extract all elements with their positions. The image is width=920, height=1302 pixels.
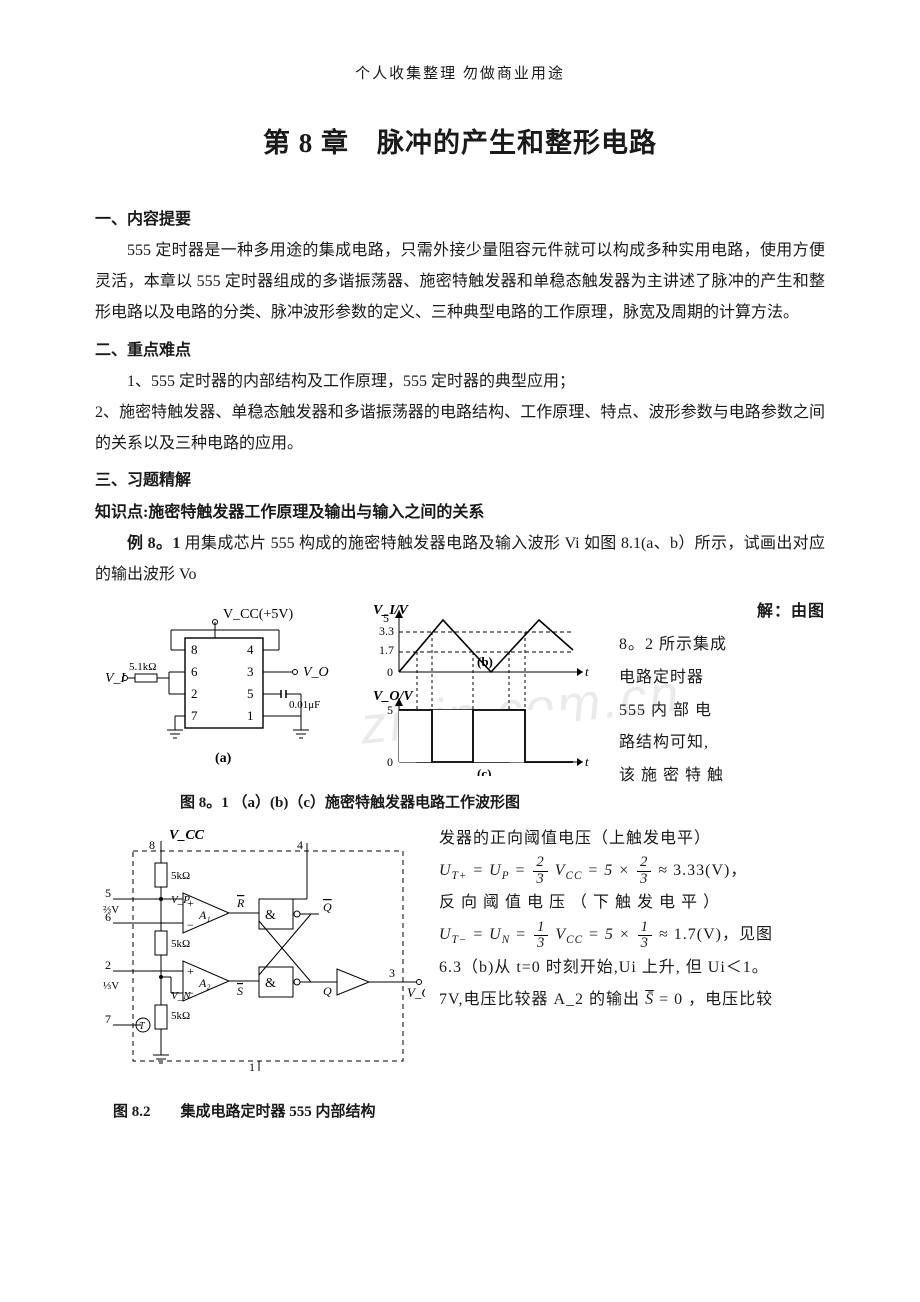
knowledge-point: 知识点:施密特触发器工作原理及输出与输入之间的关系: [95, 497, 825, 528]
svg-text:&: &: [265, 908, 276, 923]
example-8-1: 例 8。1 用集成芯片 555 构成的施密特触发器电路及输入波形 Vi 如图 8…: [95, 528, 825, 590]
svg-text:6: 6: [191, 664, 198, 679]
svg-text:5: 5: [387, 703, 393, 717]
svg-text:t: t: [585, 754, 589, 769]
svg-text:1.7: 1.7: [379, 643, 394, 657]
svg-text:7: 7: [105, 1012, 111, 1026]
svg-text:3.3: 3.3: [379, 624, 394, 638]
svg-text:V_I: V_I: [105, 671, 127, 686]
figure-8-2-row: V_CC 8 4 5kΩ 5kΩ 5kΩ: [95, 823, 825, 1131]
svg-text:V_P: V_P: [171, 894, 190, 906]
svg-text:⅔V: ⅔V: [103, 904, 119, 916]
figure-8-2-svgs: V_CC 8 4 5kΩ 5kΩ 5kΩ: [95, 823, 425, 1131]
right-text-2: 发器的正向阈值电压（上触发电平） UT+ = UP = 23 VCC = 5 ×…: [439, 823, 825, 1016]
svg-text:3: 3: [389, 966, 395, 980]
svg-text:&: &: [265, 976, 276, 991]
svg-text:V_I/V: V_I/V: [373, 603, 410, 618]
section-2-p2: 2、施密特触发器、单稳态触发器和多谐振荡器的电路结构、工作原理、特点、波形参数与…: [95, 397, 825, 459]
figure-8-1-row: V_CC(+5V) 8 6 2 7 4 3 5 1: [95, 596, 825, 822]
svg-text:5kΩ: 5kΩ: [171, 1010, 190, 1022]
svg-text:8: 8: [191, 642, 198, 657]
figure-8-1-svgs: V_CC(+5V) 8 6 2 7 4 3 5 1: [95, 596, 605, 822]
svg-text:2: 2: [105, 958, 111, 972]
vcc-label: V_CC(+5V): [223, 607, 293, 622]
svg-text:(c): (c): [477, 766, 491, 776]
section-2-p1: 1、555 定时器的内部结构及工作原理，555 定时器的典型应用；: [95, 366, 825, 397]
svg-text:A₂: A₂: [198, 976, 211, 990]
chapter-title: 第 8 章 脉冲的产生和整形电路: [95, 117, 825, 170]
rt2-line1: 发器的正向阈值电压（上触发电平）: [439, 830, 711, 847]
svg-text:3: 3: [247, 664, 254, 679]
svg-text:V_CC: V_CC: [169, 828, 205, 843]
rt2-line2: 反 向 阈 值 电 压 （ 下 触 发 电 平 ）: [439, 894, 720, 911]
svg-text:S: S: [237, 984, 243, 998]
svg-text:V_O: V_O: [303, 665, 329, 680]
svg-text:1: 1: [249, 1060, 255, 1074]
svg-text:V_O/V: V_O/V: [373, 689, 414, 704]
svg-text:5: 5: [105, 886, 111, 900]
svg-text:R: R: [236, 896, 245, 910]
section-3-head: 三、习题精解: [95, 465, 825, 496]
svg-text:2: 2: [191, 686, 198, 701]
svg-text:0: 0: [387, 755, 393, 769]
rt2-line3: 6.3（b)从 t=0 时刻开始,Ui 上升, 但 Ui＜1。: [439, 959, 769, 976]
page-header: 个人收集整理 勿做商业用途: [95, 60, 825, 89]
svg-text:5: 5: [247, 686, 254, 701]
svg-text:1: 1: [247, 708, 254, 723]
fig-8-2-svg: V_CC 8 4 5kΩ 5kΩ 5kΩ: [95, 823, 425, 1085]
right-text-1: 解：由图 8。2 所示集成 电路定时器 555 内 部 电 路结构可知, 该 施…: [605, 596, 825, 793]
svg-text:T: T: [139, 1021, 146, 1032]
svg-text:0.01μF: 0.01μF: [289, 699, 320, 711]
svg-text:(a): (a): [215, 751, 232, 766]
svg-text:V_N: V_N: [171, 990, 191, 1002]
svg-text:5.1kΩ: 5.1kΩ: [129, 661, 156, 673]
example-label: 例 8。1: [127, 535, 180, 552]
example-body: 用集成芯片 555 构成的施密特触发器电路及输入波形 Vi 如图 8.1(a、b…: [95, 535, 825, 583]
svg-text:+: +: [187, 964, 194, 978]
svg-text:V_O: V_O: [407, 985, 425, 1000]
section-1-head: 一、内容提要: [95, 204, 825, 235]
svg-text:0: 0: [387, 665, 393, 679]
svg-text:5kΩ: 5kΩ: [171, 938, 190, 950]
svg-text:(b): (b): [477, 654, 493, 669]
svg-text:8: 8: [149, 838, 155, 852]
svg-text:Q: Q: [323, 984, 332, 998]
fig-8-2-caption: 图 8.2 集成电路定时器 555 内部结构: [95, 1098, 425, 1127]
eq-utminus: UT− = UN = 13 VCC = 5 × 13 ≈ 1.7(V)，见图: [439, 926, 773, 943]
fig-8-1-caption: 图 8。1 （a）(b)（c）施密特触发器电路工作波形图: [95, 789, 605, 818]
eq-utplus: UT+ = UP = 23 VCC = 5 × 23 ≈ 3.33(V)，: [439, 862, 747, 879]
svg-text:7: 7: [191, 708, 198, 723]
fig-8-1-svg: V_CC(+5V) 8 6 2 7 4 3 5 1: [95, 596, 605, 776]
section-1-body: 555 定时器是一种多用途的集成电路，只需外接少量阻容元件就可以构成多种实用电路…: [95, 235, 825, 329]
svg-text:−: −: [187, 918, 194, 932]
rt2-line4: 7V,电压比较器 A_2 的输出 S̄ = 0 ，电压比较: [439, 991, 773, 1008]
svg-text:t: t: [585, 664, 589, 679]
svg-text:4: 4: [247, 642, 254, 657]
svg-text:A₁: A₁: [198, 908, 211, 922]
svg-text:5kΩ: 5kΩ: [171, 870, 190, 882]
svg-text:Q: Q: [323, 900, 332, 914]
svg-text:4: 4: [297, 838, 303, 852]
section-2-head: 二、重点难点: [95, 335, 825, 366]
svg-text:5: 5: [383, 611, 389, 625]
svg-text:⅓V: ⅓V: [103, 980, 119, 992]
